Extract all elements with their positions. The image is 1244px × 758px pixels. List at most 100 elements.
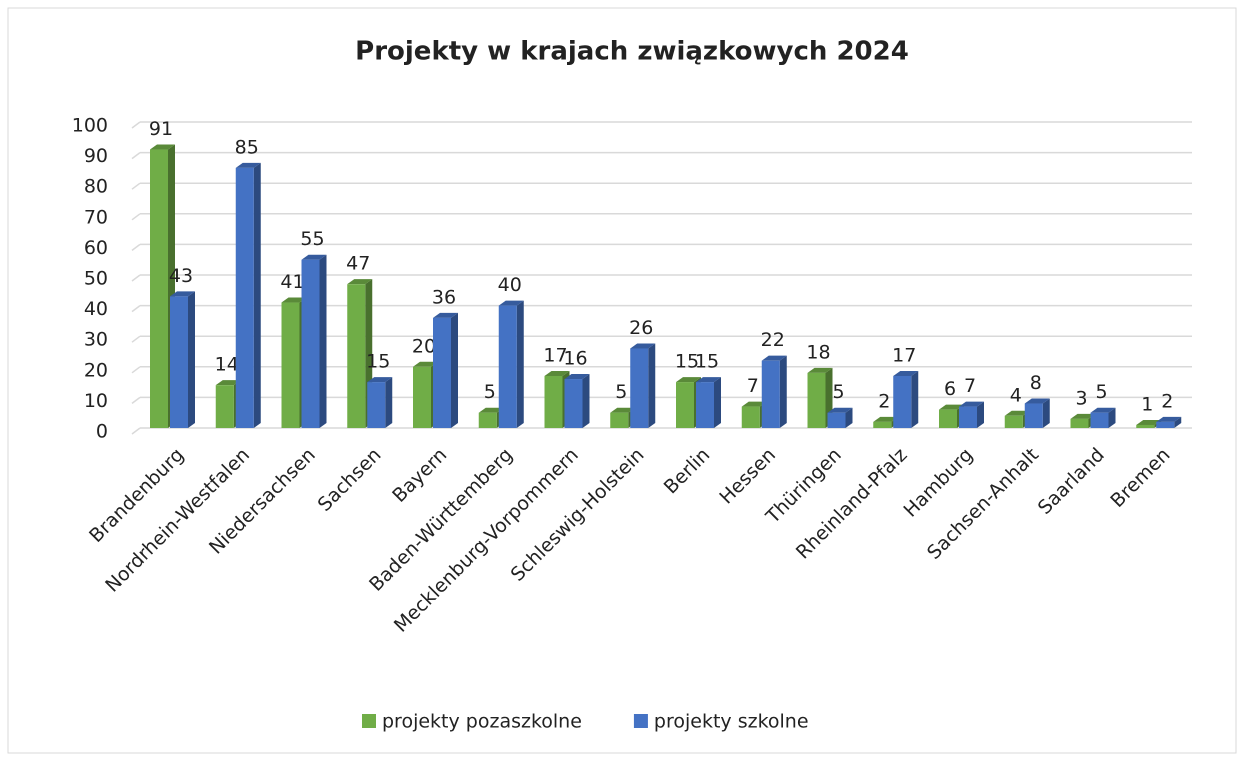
bar-top <box>761 355 787 361</box>
bar-side <box>648 343 656 428</box>
bar-top <box>1004 410 1030 416</box>
bar <box>1136 424 1155 428</box>
bar <box>939 409 957 428</box>
bar-side <box>1042 398 1050 428</box>
data-label: 40 <box>498 274 522 296</box>
bar-top <box>676 377 701 383</box>
bar-top <box>433 312 458 318</box>
data-label: 16 <box>563 348 587 370</box>
bar <box>564 379 583 428</box>
bar <box>150 149 168 429</box>
bar-top <box>1156 416 1182 422</box>
bar <box>544 375 563 428</box>
bar <box>170 296 188 428</box>
data-label: 26 <box>629 317 653 339</box>
bar-side <box>319 254 327 428</box>
bar <box>676 382 694 428</box>
data-label: 3 <box>1075 387 1087 409</box>
data-label: 17 <box>543 344 567 366</box>
bar-top <box>893 370 919 376</box>
bar-side <box>451 312 458 428</box>
bar-top <box>630 343 656 349</box>
y-tick-label: 0 <box>96 421 108 443</box>
y-tick-label: 70 <box>84 206 108 228</box>
bar-top <box>610 407 636 413</box>
grid-line <box>131 182 141 190</box>
bar <box>741 406 760 428</box>
grid-line <box>131 366 141 374</box>
bar <box>696 382 714 428</box>
legend-label: projekty pozaszkolne <box>382 711 582 733</box>
data-label: 4 <box>1010 384 1022 406</box>
bar <box>235 167 254 428</box>
bar-side <box>188 291 195 428</box>
data-label: 5 <box>615 381 627 403</box>
bar-top <box>281 297 307 303</box>
bar <box>873 421 892 428</box>
bar-top <box>1090 407 1116 413</box>
data-label: 22 <box>761 329 785 351</box>
bar-top <box>827 407 853 413</box>
bar-side <box>911 370 919 428</box>
bar <box>1156 421 1175 428</box>
bar <box>347 284 366 428</box>
bar-top <box>347 279 373 285</box>
data-label: 15 <box>366 351 390 373</box>
y-tick-label: 50 <box>84 268 108 290</box>
data-label: 5 <box>832 381 844 403</box>
data-label: 6 <box>944 378 956 400</box>
grid-line <box>131 335 141 343</box>
data-label: 14 <box>215 354 239 376</box>
y-tick-label: 80 <box>84 176 108 198</box>
data-label: 91 <box>149 118 173 140</box>
data-label: 5 <box>1095 381 1107 403</box>
y-tick-label: 40 <box>84 298 108 320</box>
bar-top <box>150 144 175 150</box>
data-label: 15 <box>695 351 719 373</box>
grid-line <box>131 427 141 435</box>
y-tick-label: 30 <box>84 329 108 351</box>
bar-top <box>959 401 984 407</box>
y-tick-label: 90 <box>84 145 108 167</box>
grid-line <box>131 152 141 160</box>
data-label: 18 <box>806 341 830 363</box>
bar-top <box>807 367 833 373</box>
data-label: 5 <box>484 381 496 403</box>
bar-side <box>253 162 261 428</box>
data-label: 7 <box>964 375 976 397</box>
bar <box>1004 415 1023 428</box>
bar-top <box>478 407 504 413</box>
bar-side <box>977 401 984 428</box>
bar <box>827 412 846 428</box>
bar-side <box>779 355 787 428</box>
data-label: 2 <box>1161 390 1173 412</box>
bar-top <box>873 416 899 422</box>
bar-top <box>367 377 393 383</box>
bar-top <box>1070 413 1096 419</box>
grid-line <box>131 213 141 221</box>
bar <box>478 412 497 428</box>
bar-top <box>235 162 261 168</box>
grid-line <box>131 396 141 404</box>
data-label: 7 <box>747 375 759 397</box>
bar-side <box>1174 416 1182 428</box>
grid-line <box>131 121 141 129</box>
bar <box>413 366 431 428</box>
bar-side <box>714 377 721 428</box>
data-label: 15 <box>675 351 699 373</box>
bar <box>761 360 780 428</box>
bar <box>215 385 234 428</box>
bar <box>301 259 320 428</box>
data-label: 1 <box>1141 393 1153 415</box>
data-label: 36 <box>432 286 456 308</box>
bar <box>433 317 451 428</box>
bar-top <box>1024 398 1050 404</box>
grid-line <box>131 305 141 313</box>
y-tick-label: 20 <box>84 359 108 381</box>
bar <box>367 382 386 428</box>
bar-top <box>413 361 438 367</box>
data-label: 8 <box>1030 372 1042 394</box>
data-label: 85 <box>235 136 259 158</box>
bar <box>630 348 649 428</box>
